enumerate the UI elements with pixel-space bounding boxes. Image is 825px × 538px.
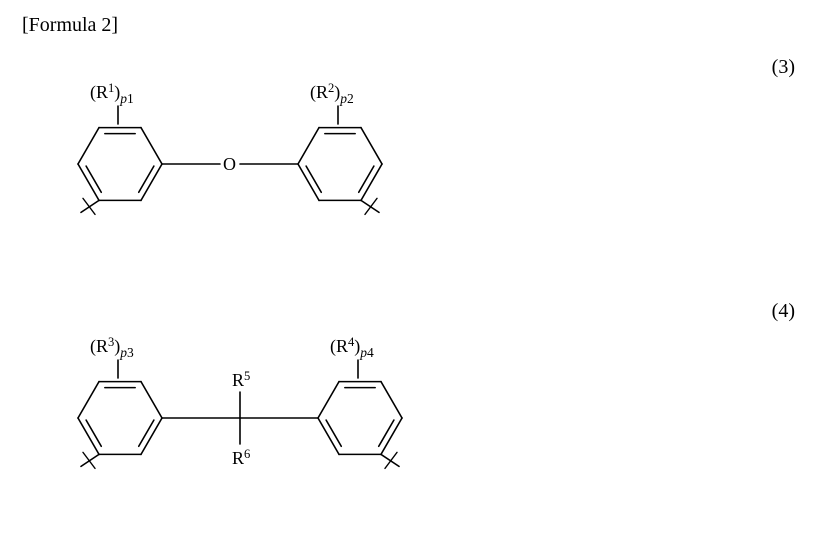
structure-4-left-label: (R3)p3 [90,335,134,360]
structure-3: O (R1)p1 (R2)p2 [40,54,460,249]
structure-3-group: O (R1)p1 (R2)p2 [78,81,382,214]
equation-number-4: (4) [772,300,795,323]
structure-3-svg: O (R1)p1 (R2)p2 [40,54,460,244]
structure-4: R5 R6 (R3)p3 (R4)p4 [40,298,460,523]
structure-4-r5-label: R5 [232,369,250,390]
formula-heading: [Formula 2] [22,14,118,37]
formula-heading-text: [Formula 2] [22,14,118,36]
structure-4-r6-label: R6 [232,447,250,468]
equation-number-3: (3) [772,56,795,79]
structure-3-left-label: (R1)p1 [90,81,134,106]
structure-3-linker: O [223,154,236,174]
page: [Formula 2] (3) (4) O (R1)p1 (R2)p2 R5 R6 (R… [0,0,825,538]
structure-4-right-label: (R4)p4 [330,335,374,360]
structure-4-svg: R5 R6 (R3)p3 (R4)p4 [40,298,460,518]
eq3-text: (3) [772,56,795,78]
structure-4-group: R5 R6 (R3)p3 (R4)p4 [78,335,402,468]
structure-3-right-label: (R2)p2 [310,81,354,106]
eq4-text: (4) [772,300,795,322]
